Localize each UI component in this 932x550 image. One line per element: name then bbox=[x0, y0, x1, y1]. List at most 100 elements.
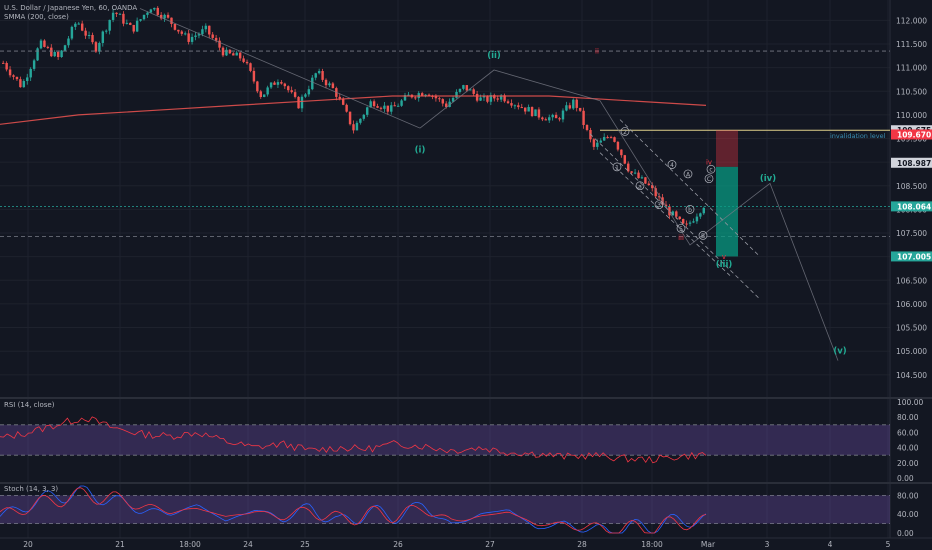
candle-body bbox=[177, 29, 180, 32]
channel-line bbox=[589, 133, 761, 300]
stoch-axis-label: 0.00 bbox=[897, 529, 914, 538]
candle-body bbox=[259, 91, 262, 97]
price-axis-label: 108.500 bbox=[896, 182, 927, 191]
candle-body bbox=[596, 142, 599, 147]
candle-body bbox=[620, 149, 623, 156]
candle-body bbox=[685, 223, 688, 225]
price-axis-label: 104.500 bbox=[896, 371, 927, 380]
micro-wave-marker: 4 bbox=[667, 160, 677, 169]
candle-body bbox=[541, 117, 544, 120]
candle-body bbox=[527, 107, 530, 112]
candle-body bbox=[5, 62, 8, 70]
candle-body bbox=[87, 34, 91, 36]
candle-body bbox=[352, 124, 355, 131]
micro-wave-text: c bbox=[709, 167, 712, 174]
candle-body bbox=[74, 23, 77, 27]
rsi-axis-label: 100.00 bbox=[897, 398, 923, 407]
candle-body bbox=[300, 96, 304, 109]
candle-body bbox=[135, 20, 139, 32]
candle-body bbox=[699, 213, 702, 217]
candle-body bbox=[67, 38, 70, 46]
candle-body bbox=[403, 95, 407, 101]
micro-wave-circle bbox=[676, 223, 686, 233]
candle-body bbox=[506, 101, 510, 104]
candle-body bbox=[420, 93, 424, 97]
price-axis-label: 105.500 bbox=[896, 324, 927, 333]
time-axis-label: 24 bbox=[243, 540, 253, 549]
candle-body bbox=[520, 107, 523, 109]
micro-wave-marker: b bbox=[685, 205, 695, 214]
candle-body bbox=[39, 40, 43, 49]
candle-body bbox=[311, 77, 314, 90]
candle-body bbox=[366, 107, 369, 115]
candle-body bbox=[132, 24, 135, 32]
micro-wave-marker: A bbox=[683, 169, 693, 178]
price-axis-label: 112.000 bbox=[896, 16, 927, 25]
candle-body bbox=[616, 141, 620, 150]
candle-body bbox=[159, 14, 163, 19]
micro-wave-text: 4 bbox=[670, 162, 674, 169]
candle-body bbox=[637, 172, 640, 179]
candle-body bbox=[36, 48, 39, 61]
candle-body bbox=[647, 183, 651, 186]
candle-body bbox=[561, 110, 565, 120]
time-axis-label: 25 bbox=[300, 540, 310, 549]
rsi-axis-label: 0.00 bbox=[897, 474, 914, 483]
wave-label: (ii) bbox=[487, 51, 501, 61]
micro-wave-marker: 2 bbox=[620, 127, 630, 136]
stoch-axis-label: 40.00 bbox=[897, 510, 919, 519]
candle-body bbox=[8, 69, 12, 76]
chart-title: U.S. Dollar / Japanese Yen, 60, OANDA bbox=[4, 4, 138, 12]
channel-line bbox=[619, 119, 761, 257]
candle-body bbox=[29, 68, 32, 78]
price-axis-label: 105.000 bbox=[896, 347, 927, 356]
candle-body bbox=[56, 51, 60, 58]
time-axis-background bbox=[0, 538, 932, 550]
candle-body bbox=[12, 75, 15, 77]
candle-body bbox=[15, 76, 19, 80]
sub-wave-label: ii bbox=[595, 47, 599, 55]
micro-wave-circle bbox=[654, 200, 664, 210]
candle-body bbox=[479, 97, 482, 101]
sub-wave-label: iii bbox=[678, 234, 684, 242]
candle-body bbox=[252, 70, 256, 82]
candle-body bbox=[153, 7, 156, 10]
micro-wave-marker: 1 bbox=[612, 162, 622, 171]
candle-body bbox=[180, 31, 184, 34]
candle-body bbox=[575, 99, 578, 108]
candle-body bbox=[493, 95, 496, 99]
candle-body bbox=[22, 81, 26, 88]
candle-body bbox=[156, 7, 159, 15]
candle-body bbox=[469, 89, 472, 91]
time-axis-label: 27 bbox=[485, 540, 495, 549]
candle-body bbox=[46, 46, 50, 48]
candle-body bbox=[317, 71, 321, 74]
candle-body bbox=[125, 22, 129, 24]
candle-body bbox=[355, 122, 359, 131]
candle-body bbox=[523, 107, 527, 112]
candle-body bbox=[627, 163, 630, 172]
candle-body bbox=[324, 79, 328, 86]
candle-body bbox=[534, 109, 537, 117]
micro-wave-marker: C bbox=[704, 174, 714, 183]
candle-body bbox=[572, 99, 575, 109]
candle-body bbox=[345, 104, 348, 112]
candle-body bbox=[245, 61, 249, 64]
candle-body bbox=[434, 96, 438, 99]
candle-body bbox=[692, 221, 695, 223]
price-flag: 107.005 bbox=[891, 251, 932, 262]
time-axis-label: 18:00 bbox=[179, 540, 201, 549]
candle-body bbox=[602, 137, 606, 141]
candle-body bbox=[548, 117, 551, 121]
micro-wave-marker: 5 bbox=[676, 223, 686, 233]
candles bbox=[2, 6, 705, 227]
candle-body bbox=[702, 207, 705, 214]
candle-body bbox=[341, 98, 345, 105]
candle-body bbox=[599, 140, 602, 143]
candle-body bbox=[517, 105, 520, 108]
candle-body bbox=[249, 63, 252, 71]
candle-body bbox=[228, 49, 232, 54]
candle-body bbox=[441, 99, 445, 104]
